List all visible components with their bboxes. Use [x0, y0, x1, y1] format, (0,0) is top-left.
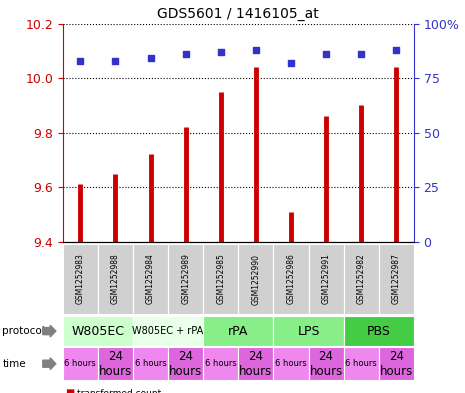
- Text: 24
hours: 24 hours: [99, 350, 132, 378]
- Bar: [133, 316, 203, 346]
- Text: GSM1252990: GSM1252990: [252, 253, 260, 305]
- Bar: [273, 244, 309, 314]
- Bar: [203, 347, 239, 380]
- Text: W805EC + rPA: W805EC + rPA: [133, 326, 204, 336]
- Bar: [239, 244, 273, 314]
- Text: 6 hours: 6 hours: [345, 359, 377, 368]
- Bar: [309, 244, 344, 314]
- Text: GSM1252986: GSM1252986: [286, 253, 295, 305]
- Bar: [379, 347, 414, 380]
- Text: 24
hours: 24 hours: [239, 350, 272, 378]
- Bar: [344, 316, 414, 346]
- Text: GSM1252984: GSM1252984: [146, 253, 155, 305]
- Point: [112, 57, 119, 64]
- Text: GSM1252991: GSM1252991: [322, 253, 331, 305]
- Bar: [63, 244, 98, 314]
- Bar: [273, 347, 309, 380]
- Title: GDS5601 / 1416105_at: GDS5601 / 1416105_at: [158, 7, 319, 21]
- Text: ■: ■: [65, 388, 74, 393]
- Bar: [168, 244, 203, 314]
- Point: [392, 47, 400, 53]
- Text: GSM1252982: GSM1252982: [357, 253, 365, 305]
- Point: [252, 47, 259, 53]
- Text: rPA: rPA: [228, 325, 248, 338]
- Text: protocol: protocol: [2, 326, 45, 336]
- Text: 6 hours: 6 hours: [135, 359, 166, 368]
- Text: 6 hours: 6 hours: [65, 359, 96, 368]
- Bar: [133, 244, 168, 314]
- Bar: [133, 347, 168, 380]
- Bar: [203, 244, 239, 314]
- Text: GSM1252987: GSM1252987: [392, 253, 401, 305]
- Text: 24
hours: 24 hours: [309, 350, 343, 378]
- Point: [147, 55, 154, 62]
- Text: LPS: LPS: [297, 325, 320, 338]
- Bar: [98, 347, 133, 380]
- Text: 6 hours: 6 hours: [205, 359, 237, 368]
- Point: [217, 49, 225, 55]
- Point: [77, 57, 84, 64]
- Bar: [239, 347, 273, 380]
- Bar: [379, 244, 414, 314]
- Bar: [273, 316, 344, 346]
- Bar: [344, 244, 379, 314]
- Text: W805EC: W805EC: [72, 325, 124, 338]
- Bar: [309, 347, 344, 380]
- Bar: [168, 347, 203, 380]
- Text: transformed count: transformed count: [77, 389, 161, 393]
- Text: 24
hours: 24 hours: [379, 350, 413, 378]
- Point: [322, 51, 330, 57]
- Text: GSM1252988: GSM1252988: [111, 253, 120, 305]
- Bar: [63, 316, 133, 346]
- Point: [358, 51, 365, 57]
- Point: [182, 51, 189, 57]
- Bar: [344, 347, 379, 380]
- Text: 6 hours: 6 hours: [275, 359, 307, 368]
- Point: [287, 60, 295, 66]
- Text: GSM1252989: GSM1252989: [181, 253, 190, 305]
- Text: time: time: [2, 359, 26, 369]
- Text: PBS: PBS: [367, 325, 391, 338]
- Bar: [98, 244, 133, 314]
- Text: GSM1252985: GSM1252985: [216, 253, 225, 305]
- Bar: [63, 347, 98, 380]
- Text: 24
hours: 24 hours: [169, 350, 202, 378]
- Bar: [203, 316, 273, 346]
- Text: GSM1252983: GSM1252983: [76, 253, 85, 305]
